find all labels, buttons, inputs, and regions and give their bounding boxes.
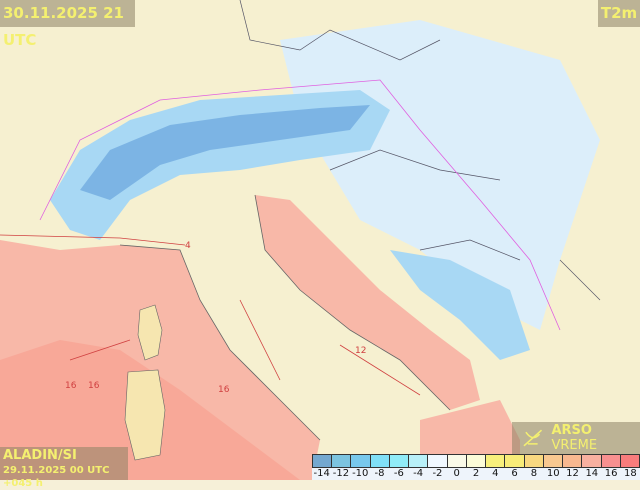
legend-label: -2 bbox=[432, 468, 443, 479]
contour-label: 16 bbox=[88, 381, 100, 391]
legend-swatch bbox=[601, 455, 621, 468]
legend-label: -10 bbox=[352, 468, 369, 479]
legend-swatch bbox=[389, 455, 410, 468]
isoline-zero bbox=[39, 79, 561, 331]
coastline-italy bbox=[119, 194, 451, 441]
model-name: ALADIN/SI bbox=[3, 448, 77, 463]
arso-logo-icon bbox=[523, 429, 543, 447]
legend-swatch bbox=[505, 455, 525, 468]
legend-label: 0 bbox=[453, 468, 460, 479]
legend-swatch bbox=[524, 455, 544, 468]
contour-label: 12 bbox=[355, 346, 366, 356]
balkan-cold-area bbox=[390, 250, 530, 360]
legend-swatch bbox=[409, 455, 429, 468]
alps-core bbox=[80, 105, 370, 200]
sardinia bbox=[124, 369, 166, 461]
legend-label: 18 bbox=[624, 468, 637, 479]
logo-product: VREME bbox=[551, 438, 598, 453]
model-info: ALADIN/SI 29.11.2025 00 UTC +045 h bbox=[0, 447, 128, 489]
legend-label: 10 bbox=[546, 468, 560, 479]
legend-label: 12 bbox=[566, 468, 579, 479]
legend-label: 6 bbox=[511, 468, 518, 479]
arso-logo: ARSO VREME bbox=[512, 422, 640, 454]
legend-label: -14 bbox=[313, 468, 330, 479]
legend-swatch bbox=[428, 455, 448, 468]
color-legend: -14 -12 -10 -8 -6 -4 -2 0 2 4 6 8 10 12 14 16 18 bbox=[312, 454, 640, 480]
corsica bbox=[137, 304, 163, 361]
contour-lines bbox=[0, 234, 421, 396]
logo-brand: ARSO bbox=[551, 423, 592, 438]
adriatic-sea bbox=[255, 195, 480, 410]
contour-label: 16 bbox=[218, 385, 230, 395]
legend-swatch bbox=[466, 455, 487, 468]
legend-swatch bbox=[447, 455, 467, 468]
legend-swatch bbox=[620, 455, 640, 468]
legend-swatch bbox=[370, 455, 390, 468]
legend-label: -12 bbox=[332, 468, 350, 479]
legend-swatch bbox=[486, 455, 506, 468]
legend-label: 16 bbox=[604, 468, 618, 479]
legend-label: -8 bbox=[374, 468, 385, 479]
legend-label: 4 bbox=[492, 468, 499, 479]
model-run: 29.11.2025 00 UTC +045 h bbox=[3, 465, 110, 489]
legend-swatch bbox=[543, 455, 564, 468]
legend-swatch bbox=[582, 455, 602, 468]
legend-label: 14 bbox=[585, 468, 599, 479]
legend-label: -6 bbox=[393, 468, 404, 479]
contour-label: 4 bbox=[185, 241, 191, 251]
valid-time-label: 30.11.2025 21 UTC bbox=[0, 0, 135, 49]
legend-swatches bbox=[312, 454, 640, 468]
legend-label: -4 bbox=[413, 468, 424, 479]
legend-swatch bbox=[563, 455, 583, 468]
temperature-map: 12 16 16 16 4 bbox=[0, 0, 601, 480]
contour-label: 16 bbox=[65, 381, 77, 391]
country-borders bbox=[239, 0, 601, 301]
legend-label: 8 bbox=[530, 468, 538, 479]
legend-swatch bbox=[351, 455, 371, 468]
legend-labels: -14 -12 -10 -8 -6 -4 -2 0 2 4 6 8 10 12 14 16 18 bbox=[312, 468, 640, 480]
parameter-label: T2m bbox=[598, 0, 640, 27]
legend-label: 2 bbox=[472, 468, 480, 479]
legend-swatch bbox=[332, 455, 352, 468]
legend-swatch bbox=[313, 455, 333, 468]
